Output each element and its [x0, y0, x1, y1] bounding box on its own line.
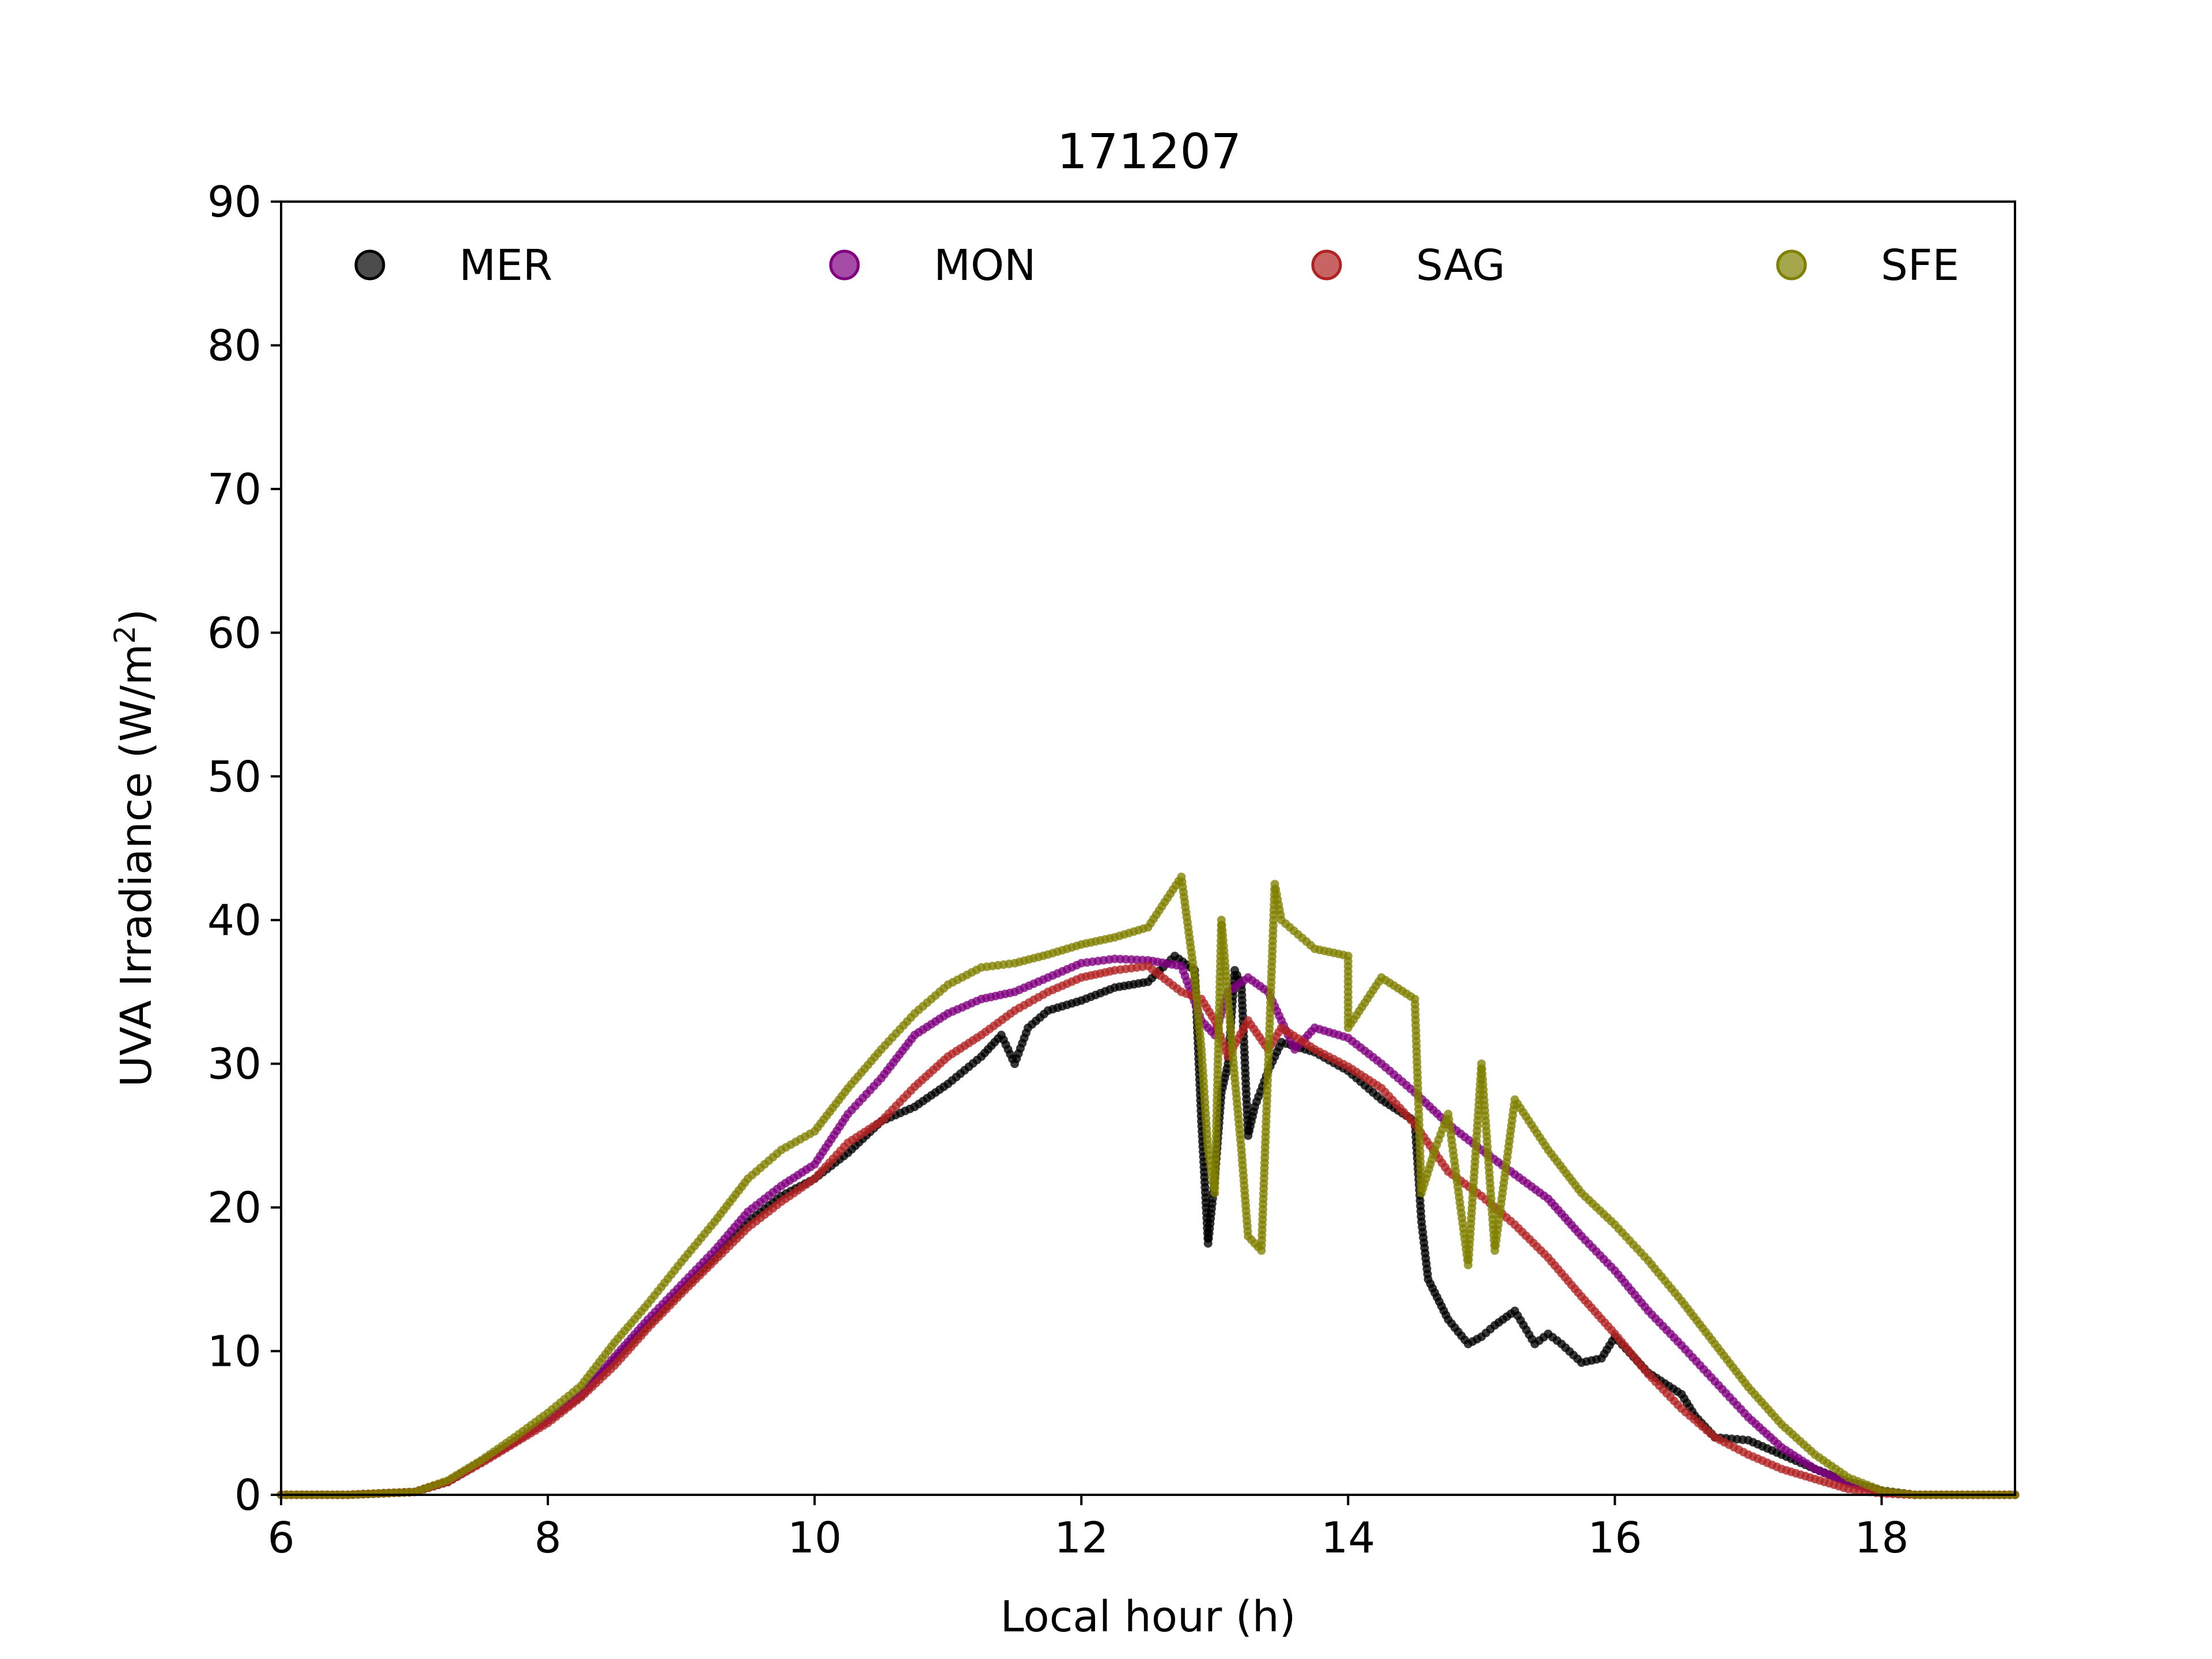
y-tick-label: 90	[207, 177, 262, 227]
legend-marker	[1311, 249, 1342, 281]
series-layer	[276, 872, 2020, 1499]
y-tick-label: 40	[207, 896, 262, 945]
legend-marker	[829, 249, 860, 281]
y-axis: 0 10 20 30 40 50 60 70 80 90	[207, 177, 281, 1520]
x-axis-label: Local hour (h)	[1001, 1592, 1296, 1642]
x-axis: 6 8 10 12 14 16 18	[267, 1495, 1909, 1563]
series-sfe	[276, 872, 2020, 1499]
y-tick-label: 50	[207, 752, 262, 802]
x-tick-label: 10	[787, 1513, 842, 1563]
legend-marker	[1776, 249, 1807, 281]
legend-label: MON	[934, 241, 1036, 290]
legend-label: SAG	[1416, 241, 1505, 290]
y-axis-label-close: )	[112, 609, 161, 626]
y-axis-label-main: UVA Irradiance (W/m	[112, 644, 161, 1087]
y-axis-label: UVA Irradiance (W/m2)	[108, 609, 161, 1087]
y-axis-label-superscript: 2	[108, 626, 142, 644]
plot-frame	[280, 200, 2016, 1496]
legend-item-sag: SAG	[1311, 241, 1505, 290]
legend-label: SFE	[1881, 241, 1959, 290]
y-tick-label: 80	[207, 321, 262, 370]
y-tick-label: 30	[207, 1040, 262, 1089]
legend-item-mon: MON	[829, 241, 1036, 290]
y-tick-label: 60	[207, 608, 262, 658]
x-tick-label: 14	[1321, 1513, 1375, 1563]
legend-marker	[354, 249, 385, 281]
x-tick-label: 18	[1854, 1513, 1908, 1563]
legend-item-sfe: SFE	[1776, 241, 1959, 290]
x-tick-label: 12	[1054, 1513, 1108, 1563]
legend-label: MER	[459, 241, 552, 290]
y-tick-label: 0	[234, 1471, 262, 1520]
y-tick-label: 70	[207, 465, 262, 514]
y-tick-label: 10	[207, 1327, 262, 1377]
x-tick-label: 8	[535, 1513, 562, 1563]
x-tick-label: 16	[1588, 1513, 1642, 1563]
y-tick-label: 20	[207, 1183, 262, 1233]
legend: MER MON SAG SFE	[354, 241, 1959, 290]
chart-title: 171207	[1057, 123, 1242, 180]
legend-item-mer: MER	[354, 241, 552, 290]
x-tick-label: 6	[267, 1513, 294, 1563]
